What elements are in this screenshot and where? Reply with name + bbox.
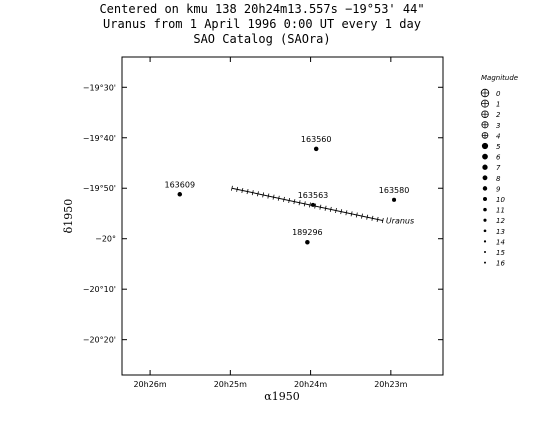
- uranus-day-mark: [236, 186, 239, 192]
- y-tick-label: −19°40': [83, 134, 116, 143]
- x-tick-label: 20h26m: [133, 380, 166, 389]
- star-marker: [392, 197, 397, 202]
- uranus-day-mark: [303, 201, 306, 207]
- legend-symbol: [482, 153, 488, 160]
- uranus-day-mark: [371, 215, 374, 221]
- star-label: 189296: [292, 228, 323, 237]
- uranus-day-mark: [298, 200, 301, 206]
- uranus-day-mark: [309, 202, 311, 208]
- star-markers: 163609 163560 163563 163580 189296: [165, 135, 410, 245]
- legend-symbol: [482, 186, 488, 191]
- uranus-day-mark: [376, 216, 379, 222]
- x-tick-label: 20h25m: [214, 380, 247, 389]
- plot-frame: [121, 56, 444, 376]
- uranus-day-mark: [288, 197, 291, 204]
- uranus-day-mark: [340, 209, 343, 215]
- uranus-day-mark: [257, 191, 259, 197]
- uranus-day-mark: [366, 214, 369, 220]
- legend-label: 3: [496, 122, 500, 130]
- legend-symbol: [483, 250, 486, 253]
- star-marker: [313, 146, 319, 152]
- legend-symbol: [483, 207, 487, 212]
- legend-label: 10: [496, 196, 505, 204]
- y-tick-label: −19°30': [83, 83, 116, 92]
- uranus-day-mark: [361, 213, 363, 219]
- uranus-day-mark: [272, 194, 275, 200]
- y-axis-ticks: −19°30' −19°40' −19°50' −20° −20°10' −20°20': [83, 83, 443, 345]
- legend-label: 11: [496, 207, 505, 215]
- title-line-3: SAO Catalog (SAOra): [193, 32, 330, 46]
- legend-symbol: [483, 261, 486, 264]
- uranus-day-mark: [231, 185, 233, 191]
- legend-label: 16: [496, 260, 505, 268]
- legend-title: Magnitude: [481, 74, 518, 82]
- uranus-track-line: [231, 187, 383, 222]
- star-label: 163563: [298, 191, 329, 200]
- uranus-day-mark: [329, 206, 332, 212]
- x-axis-label: α1950: [264, 390, 299, 403]
- uranus-day-mark: [246, 189, 249, 195]
- uranus-day-mark: [283, 196, 285, 202]
- chart-titles: Centered on kmu 138 20h24m13.557s −19°53…: [99, 2, 424, 46]
- x-tick-label: 20h24m: [294, 380, 327, 389]
- legend-label: 0: [496, 90, 501, 98]
- legend-label: 8: [496, 175, 501, 183]
- y-tick-label: −20°: [95, 235, 116, 244]
- title-line-1: Centered on kmu 138 20h24m13.557s −19°53…: [99, 2, 424, 16]
- uranus-track: Uranus: [231, 185, 414, 226]
- uranus-day-mark: [314, 203, 317, 209]
- x-axis-ticks: 20h26m 20h25m 20h24m 20h23m: [133, 57, 408, 389]
- star-marker: [177, 192, 183, 197]
- uranus-day-mark: [335, 207, 337, 214]
- legend-label: 2: [496, 111, 501, 119]
- legend-label: 7: [496, 164, 501, 172]
- legend-symbol: [481, 142, 489, 150]
- legend-label: 15: [496, 249, 505, 257]
- y-tick-label: −20°10': [83, 285, 116, 294]
- legend-label: 9: [496, 185, 501, 193]
- uranus-day-mark: [355, 212, 358, 218]
- uranus-day-mark: [277, 195, 280, 201]
- legend-label: 12: [496, 217, 505, 225]
- title-line-2: Uranus from 1 April 1996 0:00 UT every 1…: [103, 17, 421, 31]
- uranus-day-mark: [319, 204, 322, 210]
- uranus-day-mark: [293, 199, 296, 205]
- y-tick-label: −19°50': [83, 184, 116, 193]
- uranus-day-mark: [381, 218, 384, 224]
- legend-label: 6: [496, 154, 501, 162]
- legend-symbol: [482, 164, 488, 170]
- legend-label: 14: [496, 238, 505, 246]
- uranus-day-mark: [262, 192, 265, 198]
- uranus-day-mark: [241, 187, 244, 193]
- x-tick-label: 20h23m: [374, 380, 407, 389]
- legend-label: 4: [496, 132, 500, 140]
- legend-label: 1: [496, 101, 500, 109]
- star-label: 163580: [379, 186, 410, 195]
- legend-symbol: [483, 218, 487, 222]
- legend-symbol: [483, 229, 487, 233]
- uranus-label: Uranus: [386, 217, 414, 226]
- uranus-day-mark: [345, 210, 348, 216]
- legend-label: 5: [496, 143, 501, 151]
- y-axis-label: δ1950: [62, 199, 75, 234]
- uranus-day-mark: [350, 211, 353, 217]
- legend-symbol: [482, 175, 488, 181]
- legend-symbol: [482, 196, 487, 201]
- star-label: 163560: [301, 135, 332, 144]
- uranus-day-mark: [324, 205, 327, 211]
- legend-symbol: [483, 240, 487, 243]
- uranus-day-mark: [267, 193, 270, 199]
- legend-label: 13: [496, 228, 505, 236]
- star-label: 163609: [165, 180, 196, 189]
- uranus-day-mark: [251, 190, 254, 196]
- star-marker: [310, 202, 316, 207]
- star-marker: [305, 239, 310, 245]
- y-tick-label: −20°20': [83, 336, 116, 345]
